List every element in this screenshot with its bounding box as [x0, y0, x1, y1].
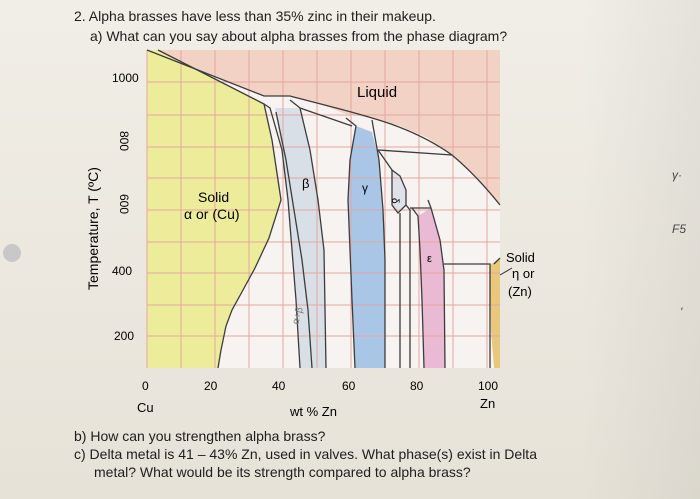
eta-line [444, 257, 501, 368]
delta-region [392, 170, 406, 213]
question-2b-text: b) How can you strengthen alpha brass? [74, 428, 326, 444]
y-tick-400: 400 [112, 264, 132, 278]
margin-note-1: γ· [672, 168, 682, 182]
x-tick-20: 20 [204, 379, 218, 393]
hole-punch [3, 244, 21, 262]
eta-pointer-arrow [499, 267, 513, 276]
x-axis-label: wt % Zn [289, 404, 337, 419]
epsilon-region [418, 208, 445, 368]
x-tick-100: 100 [478, 379, 498, 393]
question-2c-text-line2: metal? What would be its strength compar… [94, 464, 471, 480]
gamma-region [348, 126, 385, 368]
label-eta-zn: (Zn) [508, 284, 532, 299]
margin-note-3: ' [680, 305, 683, 319]
x-tick-40: 40 [272, 379, 286, 393]
beta-inner [275, 111, 313, 369]
y-axis-label: Temperature, T (ºC) [85, 167, 101, 290]
x-tick-60: 60 [342, 379, 356, 393]
phase-boundaries [146, 49, 501, 369]
eta-region [490, 258, 500, 368]
label-gamma: γ [362, 181, 368, 195]
question-2-text: 2. Alpha brasses have less than 35% zinc… [74, 8, 436, 24]
alpha-solvus [157, 49, 282, 369]
beta-right [289, 99, 327, 369]
gamma-left [345, 117, 357, 369]
x-tick-0: 0 [142, 379, 149, 393]
liquidus-right [289, 95, 501, 206]
peritectic-upper [299, 107, 453, 156]
x-end-label-zn: Zn [480, 396, 495, 411]
liquidus-left [146, 49, 290, 97]
y-tick-600: 600 [117, 194, 131, 214]
question-2c-text-line1: c) Delta metal is 41 – 43% Zn, used in v… [74, 446, 537, 462]
epsilon-right [427, 199, 446, 369]
label-eta-solid: Solid [506, 250, 535, 265]
question-2a-text: a) What can you say about alpha brasses … [90, 28, 508, 44]
beta-left [263, 103, 301, 369]
y-tick-1000: 1000 [112, 71, 139, 85]
label-beta: β [302, 176, 309, 191]
label-eta-name: η or [512, 266, 535, 281]
y-tick-200: 200 [114, 329, 134, 343]
label-alpha-name: α or (Cu) [184, 206, 240, 222]
label-epsilon: ε [427, 253, 432, 265]
grid-lines [146, 50, 500, 368]
page-edge-shadow [580, 0, 700, 499]
y-tick-800: 800 [117, 131, 131, 151]
x-tick-80: 80 [410, 379, 424, 393]
epsilon-left [411, 207, 425, 369]
margin-note-2: F5 [672, 222, 687, 236]
gamma-right [371, 119, 386, 368]
label-alpha-solid: Solid [198, 189, 229, 205]
label-alpha-beta-handwritten: α+β [291, 306, 306, 326]
label-delta: δ [389, 198, 400, 204]
liquid-region [147, 50, 500, 205]
x-end-label-cu: Cu [137, 400, 154, 415]
delta-lines [377, 149, 411, 368]
label-liquid: Liquid [357, 84, 397, 101]
